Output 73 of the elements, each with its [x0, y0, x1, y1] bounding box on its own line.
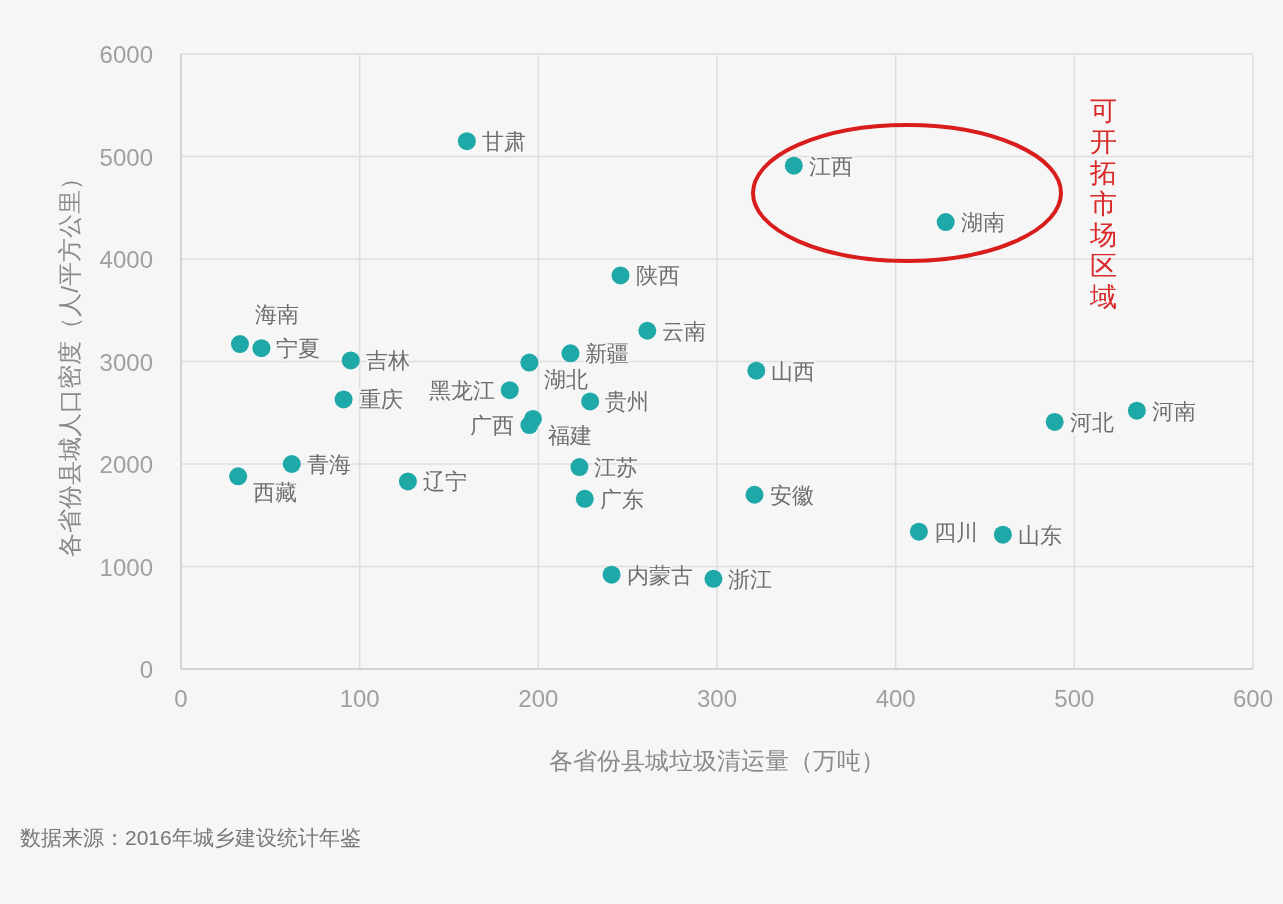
- annotation: 江西: [808, 153, 853, 179]
- annotation: 山西: [771, 358, 816, 384]
- annotation: 青海: [306, 452, 351, 477]
- point: [747, 361, 766, 380]
- x-tick-label: 0: [174, 685, 188, 712]
- point: [398, 472, 417, 491]
- point: [334, 390, 353, 409]
- annotation: 广东: [599, 486, 644, 512]
- annotation: 江苏: [594, 455, 639, 481]
- annotation: 湖北: [544, 366, 589, 392]
- point: [575, 489, 594, 508]
- annotation: 吉林: [365, 348, 410, 374]
- annotation: 内蒙古: [626, 562, 693, 588]
- point: [341, 351, 360, 370]
- point: [230, 335, 249, 354]
- annotation: 湖南: [960, 210, 1005, 236]
- source-note: 数据来源：2016年城乡建设统计年鉴: [20, 826, 361, 849]
- annotation: 贵州: [605, 389, 650, 415]
- point: [282, 455, 301, 473]
- x-tick-label: 200: [518, 685, 559, 712]
- point: [520, 416, 539, 435]
- annotation: 可开拓市场区域: [1088, 96, 1117, 312]
- point: [745, 485, 764, 504]
- point: [602, 565, 621, 584]
- annotation: 河北: [1069, 409, 1114, 435]
- annotation: 广西: [470, 413, 515, 439]
- y-tick-label: 2000: [99, 451, 153, 478]
- annotation: 河南: [1151, 398, 1196, 424]
- point: [561, 344, 580, 363]
- x-tick-label: 100: [339, 685, 380, 712]
- x-tick-label: 600: [1232, 685, 1274, 712]
- point: [936, 213, 955, 232]
- y-tick-label: 6000: [99, 41, 153, 68]
- point: [229, 467, 248, 486]
- point: [611, 266, 630, 285]
- annotation: 甘肃: [481, 129, 526, 155]
- point: [520, 353, 539, 372]
- annotation: 云南: [662, 318, 707, 344]
- point: [252, 339, 271, 358]
- annotation: 辽宁: [422, 469, 467, 495]
- y-tick-label: 3000: [99, 348, 153, 376]
- annotation: 陕西: [635, 263, 680, 289]
- y-tick-label: 0: [139, 656, 153, 683]
- annotation: 重庆: [358, 387, 403, 413]
- y-axis-title: 各省份县城人口密度（人/平方公里）: [56, 166, 83, 557]
- annotation: 黑龙江: [428, 378, 495, 404]
- annotation: 宁夏: [276, 336, 321, 362]
- annotation: 海南: [254, 302, 299, 328]
- annotation: 山东: [1017, 522, 1062, 548]
- annotation: 西藏: [253, 480, 298, 506]
- point: [1127, 401, 1146, 420]
- point: [581, 392, 600, 411]
- point: [784, 156, 803, 175]
- annotation: 新疆: [585, 341, 630, 367]
- point: [1045, 412, 1064, 431]
- point: [704, 569, 723, 588]
- point: [993, 525, 1012, 544]
- x-tick-label: 400: [875, 685, 916, 712]
- y-tick-label: 4000: [99, 246, 153, 273]
- annotation: 浙江: [728, 566, 773, 592]
- x-axis-title: 各省份县城垃圾清运量（万吨）: [549, 747, 885, 774]
- x-tick-label: 500: [1054, 685, 1095, 712]
- x-tick-label: 300: [696, 685, 738, 712]
- point: [638, 321, 657, 340]
- annotation: 四川: [933, 519, 978, 545]
- point: [909, 522, 928, 541]
- annotation: 安徽: [769, 482, 814, 508]
- y-tick-label: 1000: [99, 553, 153, 581]
- point: [500, 381, 519, 400]
- point: [570, 458, 589, 477]
- annotation: 福建: [547, 422, 592, 448]
- y-tick-label: 5000: [99, 143, 153, 171]
- point: [457, 132, 476, 151]
